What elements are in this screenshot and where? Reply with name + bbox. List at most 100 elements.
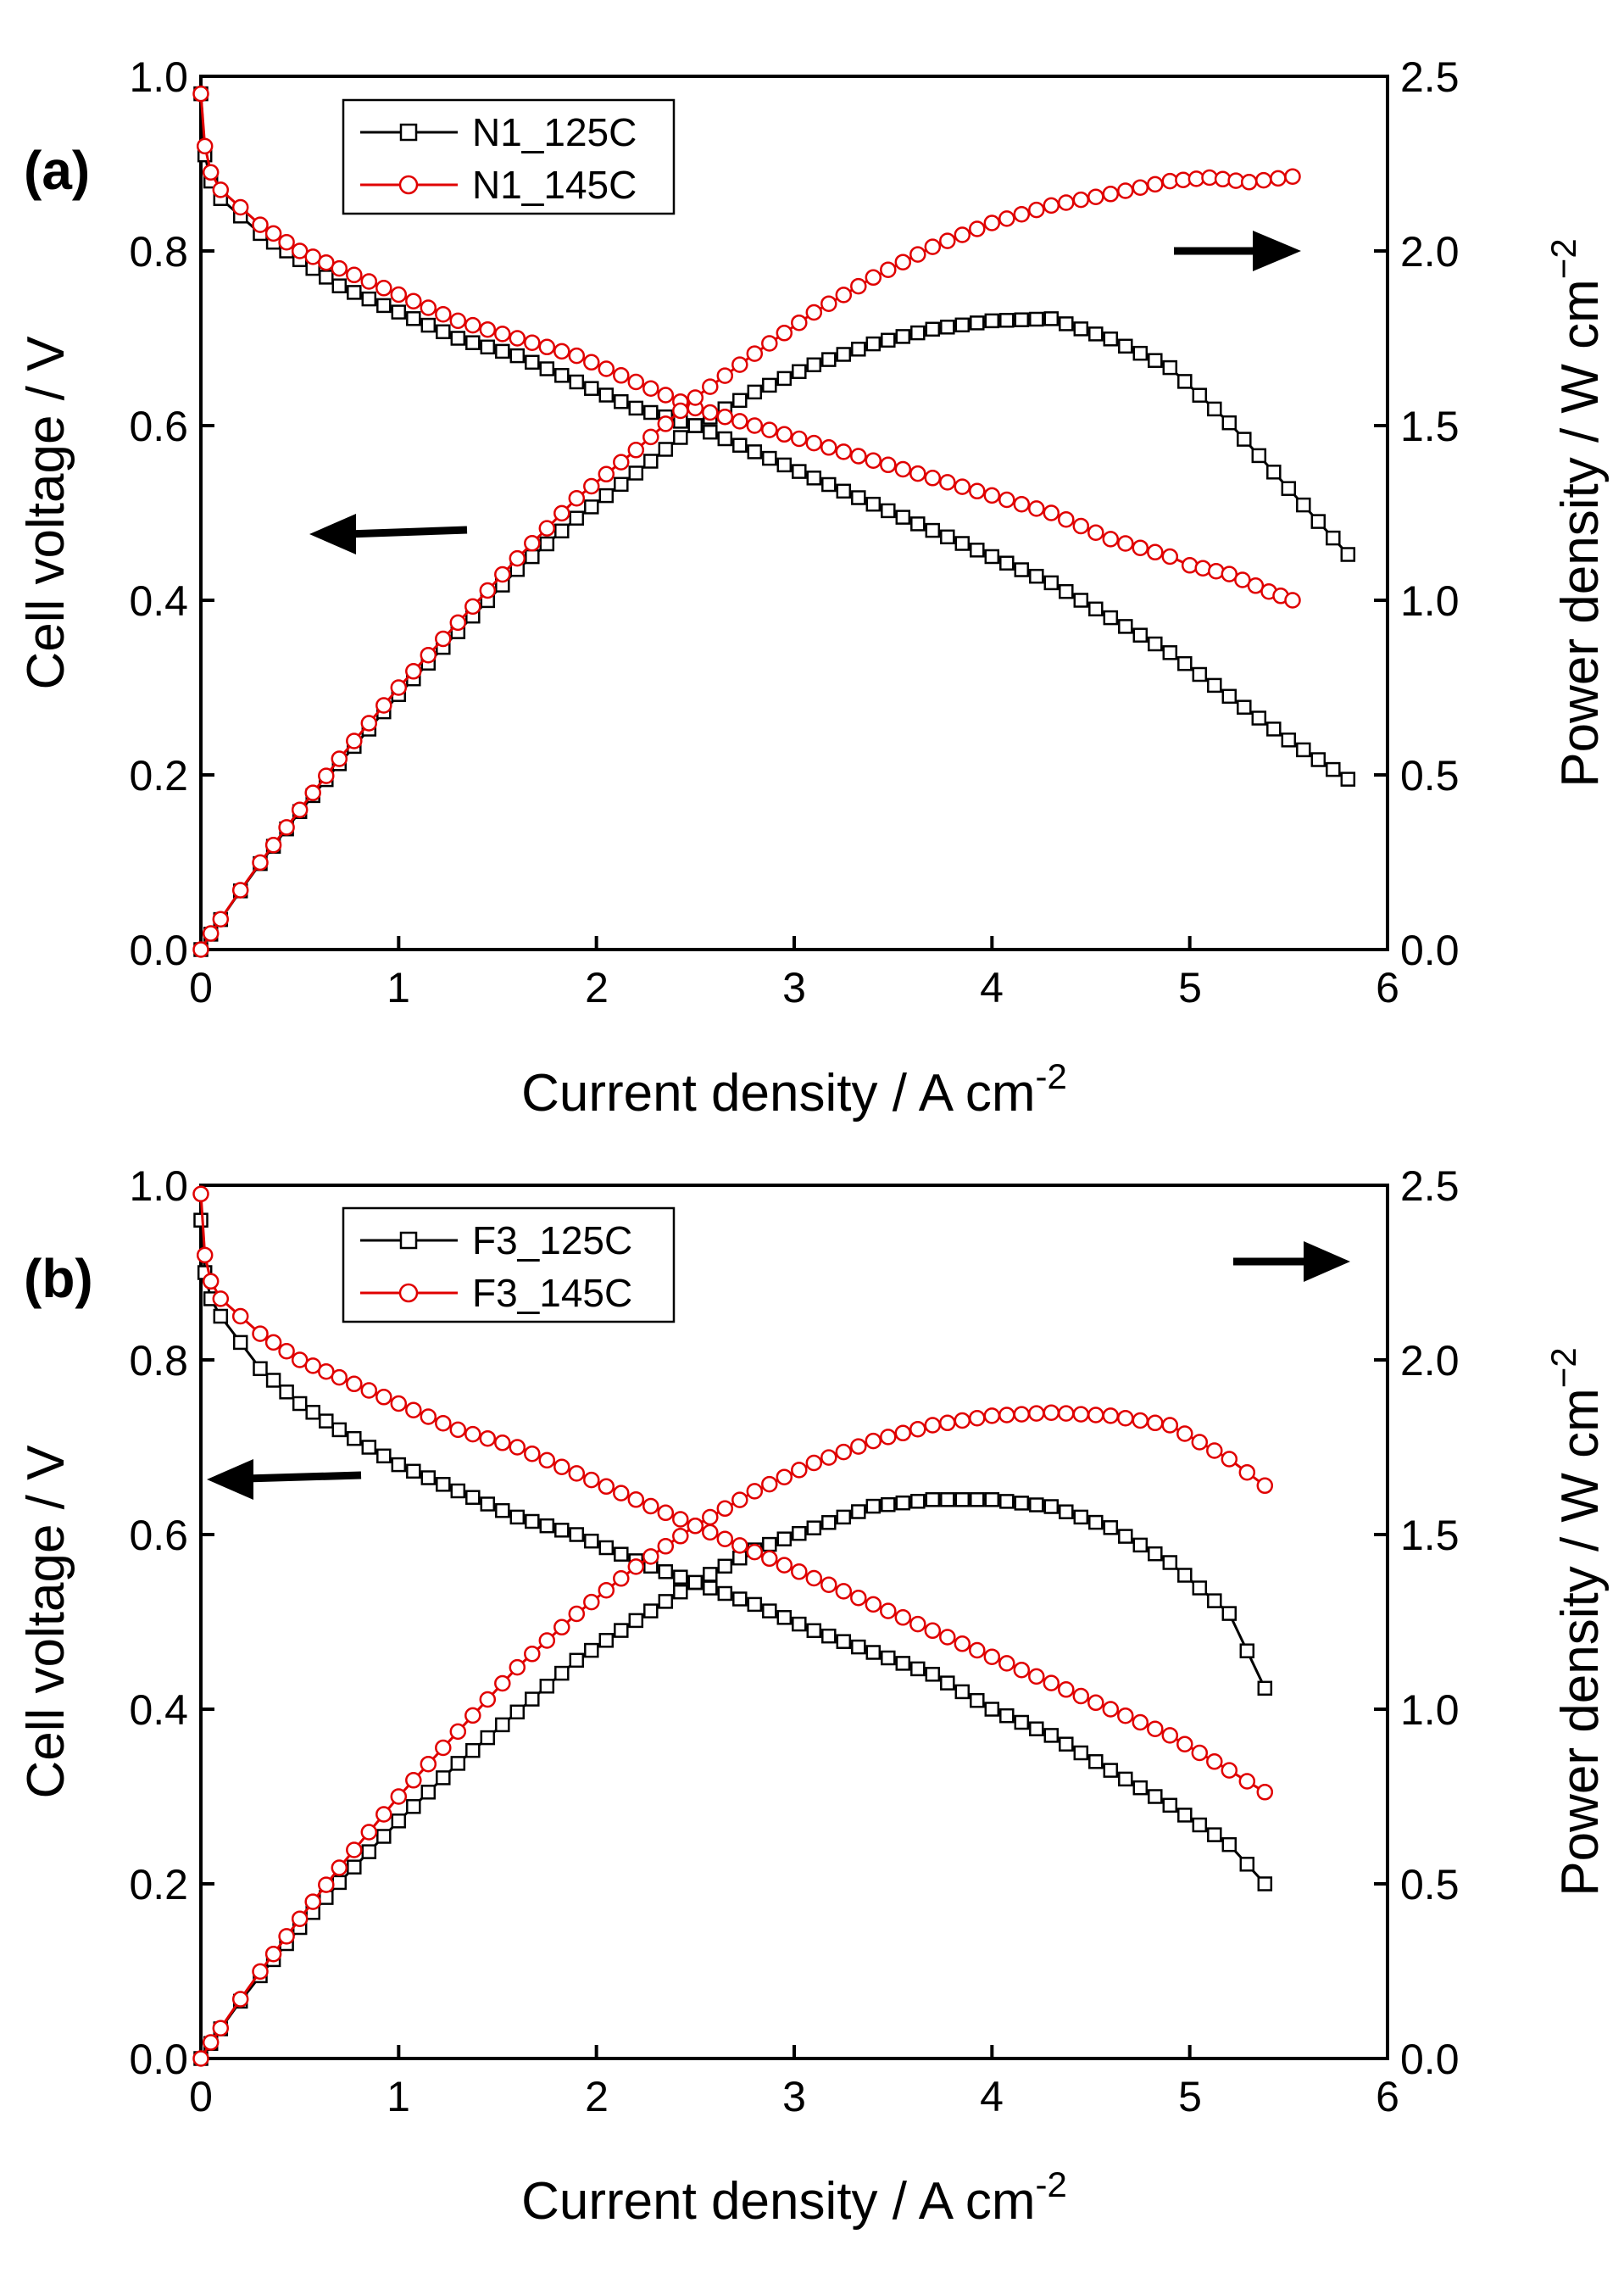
f3-145c-polarization-marker <box>1043 1674 1060 1691</box>
n1-145c-polarization-marker <box>494 326 511 343</box>
f3-145c-polarization-marker <box>1072 1687 1090 1705</box>
f3-125c-power-marker <box>865 1498 882 1514</box>
n1-145c-power-marker <box>331 750 348 767</box>
n1-145c-power-marker <box>761 335 778 352</box>
arrow-left-head <box>207 1459 253 1500</box>
n1-145c-power-marker <box>672 402 689 420</box>
f3-145c-polarization-marker <box>627 1491 645 1508</box>
f3-145c-power-marker <box>998 1407 1015 1423</box>
n1-145c-power-marker <box>231 882 249 899</box>
y-tick-label: 0.0 <box>129 927 188 974</box>
f3-145c-power-marker <box>716 1500 734 1518</box>
n1-145c-polarization-marker <box>231 198 249 216</box>
n1-125c-polarization-marker <box>361 291 377 307</box>
n1-145c-polarization-marker <box>954 478 971 495</box>
f3-145c-polarization-marker <box>212 1290 230 1307</box>
f3-145c-power-marker <box>894 1424 912 1442</box>
n1-125c-power-marker <box>999 313 1015 328</box>
f3-125c-power-marker <box>954 1492 971 1507</box>
y-tick-label: 1.0 <box>129 1162 188 1210</box>
f3-125c-polarization-marker <box>1103 1763 1119 1778</box>
n1-125c-power-marker <box>525 549 540 565</box>
arrow-left-head <box>309 514 356 554</box>
f3-145c-power-marker <box>1176 1425 1193 1442</box>
n1-145c-polarization-marker <box>598 360 615 377</box>
n1-145c-polarization-marker <box>202 164 220 181</box>
f3-145c-power-marker <box>702 1508 719 1526</box>
f3-145c-power-marker <box>1147 1414 1164 1432</box>
f3-145c-polarization-marker <box>1147 1720 1164 1737</box>
n1-125c-polarization-marker <box>509 348 526 364</box>
n1-125c-power-marker <box>658 442 674 457</box>
f3-145c-power-marker <box>291 1910 309 1927</box>
f3-145c-power-marker <box>331 1859 348 1876</box>
f3-125c-polarization-marker <box>495 1502 510 1518</box>
f3-125c-power-marker <box>1192 1580 1208 1596</box>
f3-125c-power-marker <box>806 1520 822 1535</box>
f3-145c-power-marker <box>746 1483 764 1500</box>
n1-145c-power-marker <box>1255 171 1272 189</box>
f3-125c-power-marker <box>1207 1593 1222 1608</box>
n1-145c-polarization-marker <box>192 85 209 103</box>
f3-145c-polarization-marker <box>954 1635 971 1652</box>
f3-125c-polarization-marker <box>213 1308 229 1324</box>
n1-125c-polarization-marker <box>525 354 540 370</box>
arrow-right-head <box>1253 231 1301 271</box>
f3-145c-power-marker <box>1256 1477 1274 1495</box>
f3-125c-polarization-marker <box>420 1470 437 1485</box>
y-tick-label: 1.0 <box>129 53 188 101</box>
n1-125c-power-marker <box>1103 331 1119 347</box>
f3-125c-polarization-marker <box>910 1661 926 1677</box>
f3-125c-power-marker <box>569 1652 585 1669</box>
f3-125c-polarization-marker <box>776 1610 793 1625</box>
n1-125c-polarization-marker <box>1073 593 1089 608</box>
f3-145c-polarization-marker <box>998 1655 1015 1672</box>
n1-125c-polarization-marker <box>732 437 748 453</box>
n1-125c-power-marker <box>584 499 599 515</box>
n1-145c-power-marker <box>1058 194 1075 211</box>
n1-145c-polarization-marker <box>850 448 867 465</box>
n1-145c-power-marker <box>405 663 422 680</box>
legend-marker-square <box>399 123 418 142</box>
f3-125c-polarization-marker <box>1257 1876 1273 1891</box>
n1-145c-polarization-marker <box>568 347 586 365</box>
f3-145c-power-marker <box>1058 1405 1075 1422</box>
y-tick-label: 0.8 <box>129 228 188 276</box>
n1-145c-power-marker <box>464 598 481 616</box>
f3-145c-power-marker <box>1087 1407 1104 1423</box>
x-axis-title: Current density / A cm-2 <box>521 2164 1067 2231</box>
y2-axis-title-sup: −2 <box>1543 238 1583 279</box>
n1-125c-polarization-marker <box>910 516 926 532</box>
f3-145c-power-marker <box>304 1893 321 1910</box>
legend-label-n1-145c: N1_145C <box>472 163 637 207</box>
y2-tick-label: 1.0 <box>1400 1686 1460 1734</box>
n1-125c-polarization-marker <box>539 361 555 376</box>
f3-145c-power-marker <box>192 2050 209 2067</box>
n1-125c-polarization-marker <box>999 555 1015 571</box>
f3-125c-power-marker <box>1177 1568 1193 1583</box>
f3-125c-polarization-marker <box>253 1361 268 1377</box>
f3-145c-polarization-marker <box>850 1589 867 1607</box>
f3-125c-polarization-marker <box>193 1212 209 1228</box>
f3-125c-power-marker <box>361 1844 377 1859</box>
f3-125c-power-marker <box>1118 1529 1133 1544</box>
f3-145c-polarization-marker <box>924 1622 942 1640</box>
f3-125c-power-marker <box>910 1494 926 1509</box>
n1-145c-power-marker <box>1102 186 1120 203</box>
f3-145c-power-marker <box>880 1429 897 1446</box>
f3-145c-polarization-marker <box>196 1246 214 1264</box>
n1-125c-polarization-marker <box>331 278 348 293</box>
n1-145c-polarization-marker <box>1087 524 1104 541</box>
f3-125c-polarization-marker <box>465 1490 481 1505</box>
f3-145c-polarization-marker <box>716 1530 734 1547</box>
f3-145c-power-marker <box>939 1414 956 1432</box>
f3-125c-polarization-marker <box>1059 1736 1074 1752</box>
n1-145c-power-marker <box>1284 168 1301 185</box>
n1-145c-polarization-marker <box>1013 495 1031 513</box>
n1-145c-power-marker <box>1201 169 1218 187</box>
n1-125c-polarization-marker <box>569 374 585 390</box>
x-tick-label: 1 <box>387 2073 410 2120</box>
f3-125c-polarization-marker <box>895 1656 911 1671</box>
f3-145c-polarization-marker <box>420 1408 437 1425</box>
f3-145c-power-marker <box>969 1409 986 1427</box>
